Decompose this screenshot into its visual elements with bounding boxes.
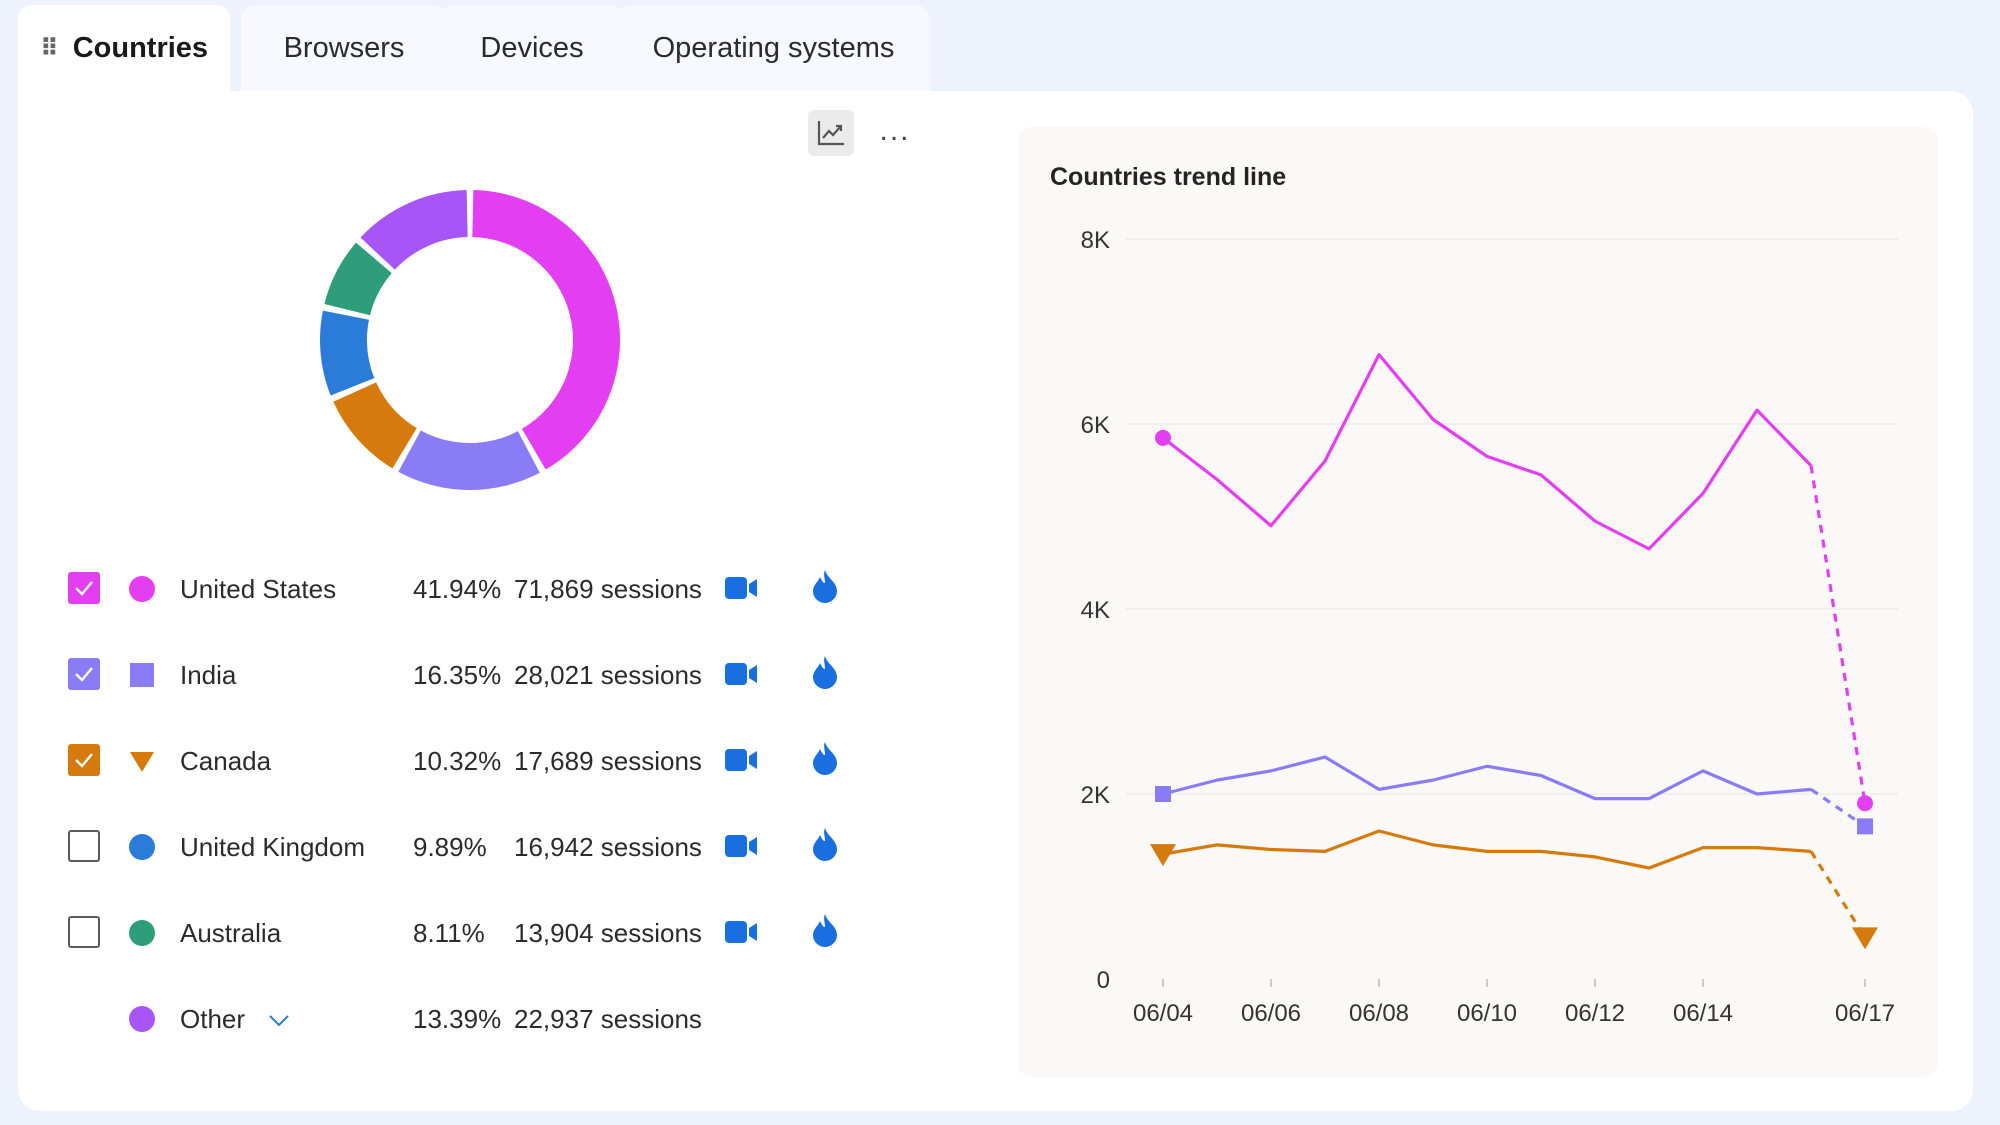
x-tick-label: 06/06 [1241,1000,1301,1027]
tab-label: Countries [72,31,209,64]
donut-slice-india[interactable] [398,430,540,490]
y-tick-label: 2K [1081,782,1110,809]
drag-handle-icon[interactable]: ⠿ [39,34,59,62]
country-name: United States [180,574,337,604]
recordings-camera-icon[interactable] [724,918,758,946]
country-name: India [180,660,237,690]
x-tick-label: 06/10 [1457,1000,1517,1027]
recordings-camera-icon[interactable] [724,574,758,602]
country-percent: 13.39% [413,1004,502,1034]
trend-title: Countries trend line [1050,163,1287,191]
country-name: Other [180,1004,290,1035]
recordings-camera-icon[interactable] [724,832,758,860]
series-projection-united-states [1809,465,1867,804]
checkbox-united-kingdom[interactable] [68,830,100,862]
country-sessions: 13,904 sessions [514,918,702,948]
checkbox-india[interactable] [68,658,100,690]
x-tick-label: 06/04 [1133,1000,1193,1027]
heatmap-flame-icon[interactable] [810,826,840,862]
chart-view-button[interactable] [808,110,854,156]
series-projection-canada [1809,850,1867,939]
heatmap-flame-icon[interactable] [810,740,840,776]
data-point-canada[interactable] [1150,844,1176,867]
tab-countries[interactable]: ⠿ Countries [18,5,230,91]
series-projection-india [1810,788,1866,828]
y-tick-label: 6K [1081,412,1110,439]
square-marker-icon [130,663,154,687]
country-percent: 16.35% [413,660,502,690]
x-tick-label: 06/08 [1349,1000,1409,1027]
country-row-australia: Australia 8.11% 13,904 sessions [0,904,900,964]
y-tick-label: 8K [1081,227,1110,254]
circle-marker-icon [129,1006,155,1032]
country-row-india: India 16.35% 28,021 sessions [0,646,900,706]
heatmap-flame-icon[interactable] [810,654,840,690]
data-point-united-states[interactable] [1155,429,1171,446]
x-tick-label: 06/14 [1673,1000,1733,1027]
data-point-canada[interactable] [1852,927,1878,950]
tab-label: Devices [480,31,584,64]
x-tick-label: 06/12 [1565,1000,1625,1027]
donut-slice-canada[interactable] [333,382,417,469]
checkmark-icon [75,753,93,768]
country-percent: 9.89% [413,832,487,862]
donut-slice-other[interactable] [360,190,468,270]
country-row-other: Other 13.39% 22,937 sessions [0,990,900,1050]
country-row-united-states: United States 41.94% 71,869 sessions [0,560,900,620]
tab-label: Browsers [283,31,405,64]
circle-marker-icon [129,920,155,946]
country-sessions: 28,021 sessions [514,660,702,690]
heatmap-flame-icon[interactable] [810,912,840,948]
circle-marker-icon [129,834,155,860]
country-name: Canada [180,746,272,776]
country-percent: 10.32% [413,746,502,776]
recordings-camera-icon[interactable] [724,660,758,688]
tab-label: Operating systems [652,31,895,64]
circle-marker-icon [129,576,155,602]
data-point-united-states[interactable] [1857,795,1873,812]
tab-browsers[interactable]: Browsers [241,5,447,91]
countries-donut-chart [320,190,620,490]
trend-line-panel: Countries trend line 0 2K 4K 6K 8K 06/04 06/06… [1018,127,1938,1077]
donut-slice-australia[interactable] [324,242,392,316]
data-point-india[interactable] [1857,818,1873,835]
checkbox-canada[interactable] [68,744,100,776]
donut-slice-united-kingdom[interactable] [320,310,375,396]
tab-devices[interactable]: Devices [439,5,625,91]
recordings-camera-icon[interactable] [724,746,758,774]
country-row-canada: Canada 10.32% 17,689 sessions [0,732,900,792]
country-sessions: 16,942 sessions [514,832,702,862]
heatmap-flame-icon[interactable] [810,568,840,604]
trend-line-chart: 0 2K 4K 6K 8K 06/04 06/06 06/08 06/10 06/12 06/14 0… [1081,227,1898,1027]
country-sessions: 22,937 sessions [514,1004,702,1034]
y-tick-label: 0 [1097,967,1110,994]
country-sessions: 17,689 sessions [514,746,702,776]
donut-slice-united-states[interactable] [472,190,620,470]
country-name: United Kingdom [180,832,365,862]
tab-operating-systems[interactable]: Operating systems [617,5,930,91]
chevron-down-icon[interactable] [268,1014,290,1028]
country-name: Australia [180,918,282,948]
triangle-marker-icon [130,752,154,772]
country-row-united-kingdom: United Kingdom 9.89% 16,942 sessions [0,818,900,878]
country-percent: 41.94% [413,574,502,604]
series-line-canada[interactable] [1162,829,1812,870]
checkmark-icon [75,667,93,682]
country-sessions: 71,869 sessions [514,574,702,604]
data-point-india[interactable] [1155,786,1171,802]
line-chart-icon [817,121,844,146]
x-tick-label: 06/17 [1835,1000,1895,1027]
checkbox-united-states[interactable] [68,572,100,604]
y-tick-label: 4K [1081,597,1110,624]
country-percent: 8.11% [413,918,485,948]
more-options-button[interactable]: ... [879,114,911,147]
series-line-india[interactable] [1162,755,1812,801]
checkbox-australia[interactable] [68,916,100,948]
series-line-united-states[interactable] [1162,353,1813,551]
other-label: Other [180,1004,246,1034]
checkmark-icon [75,581,93,596]
